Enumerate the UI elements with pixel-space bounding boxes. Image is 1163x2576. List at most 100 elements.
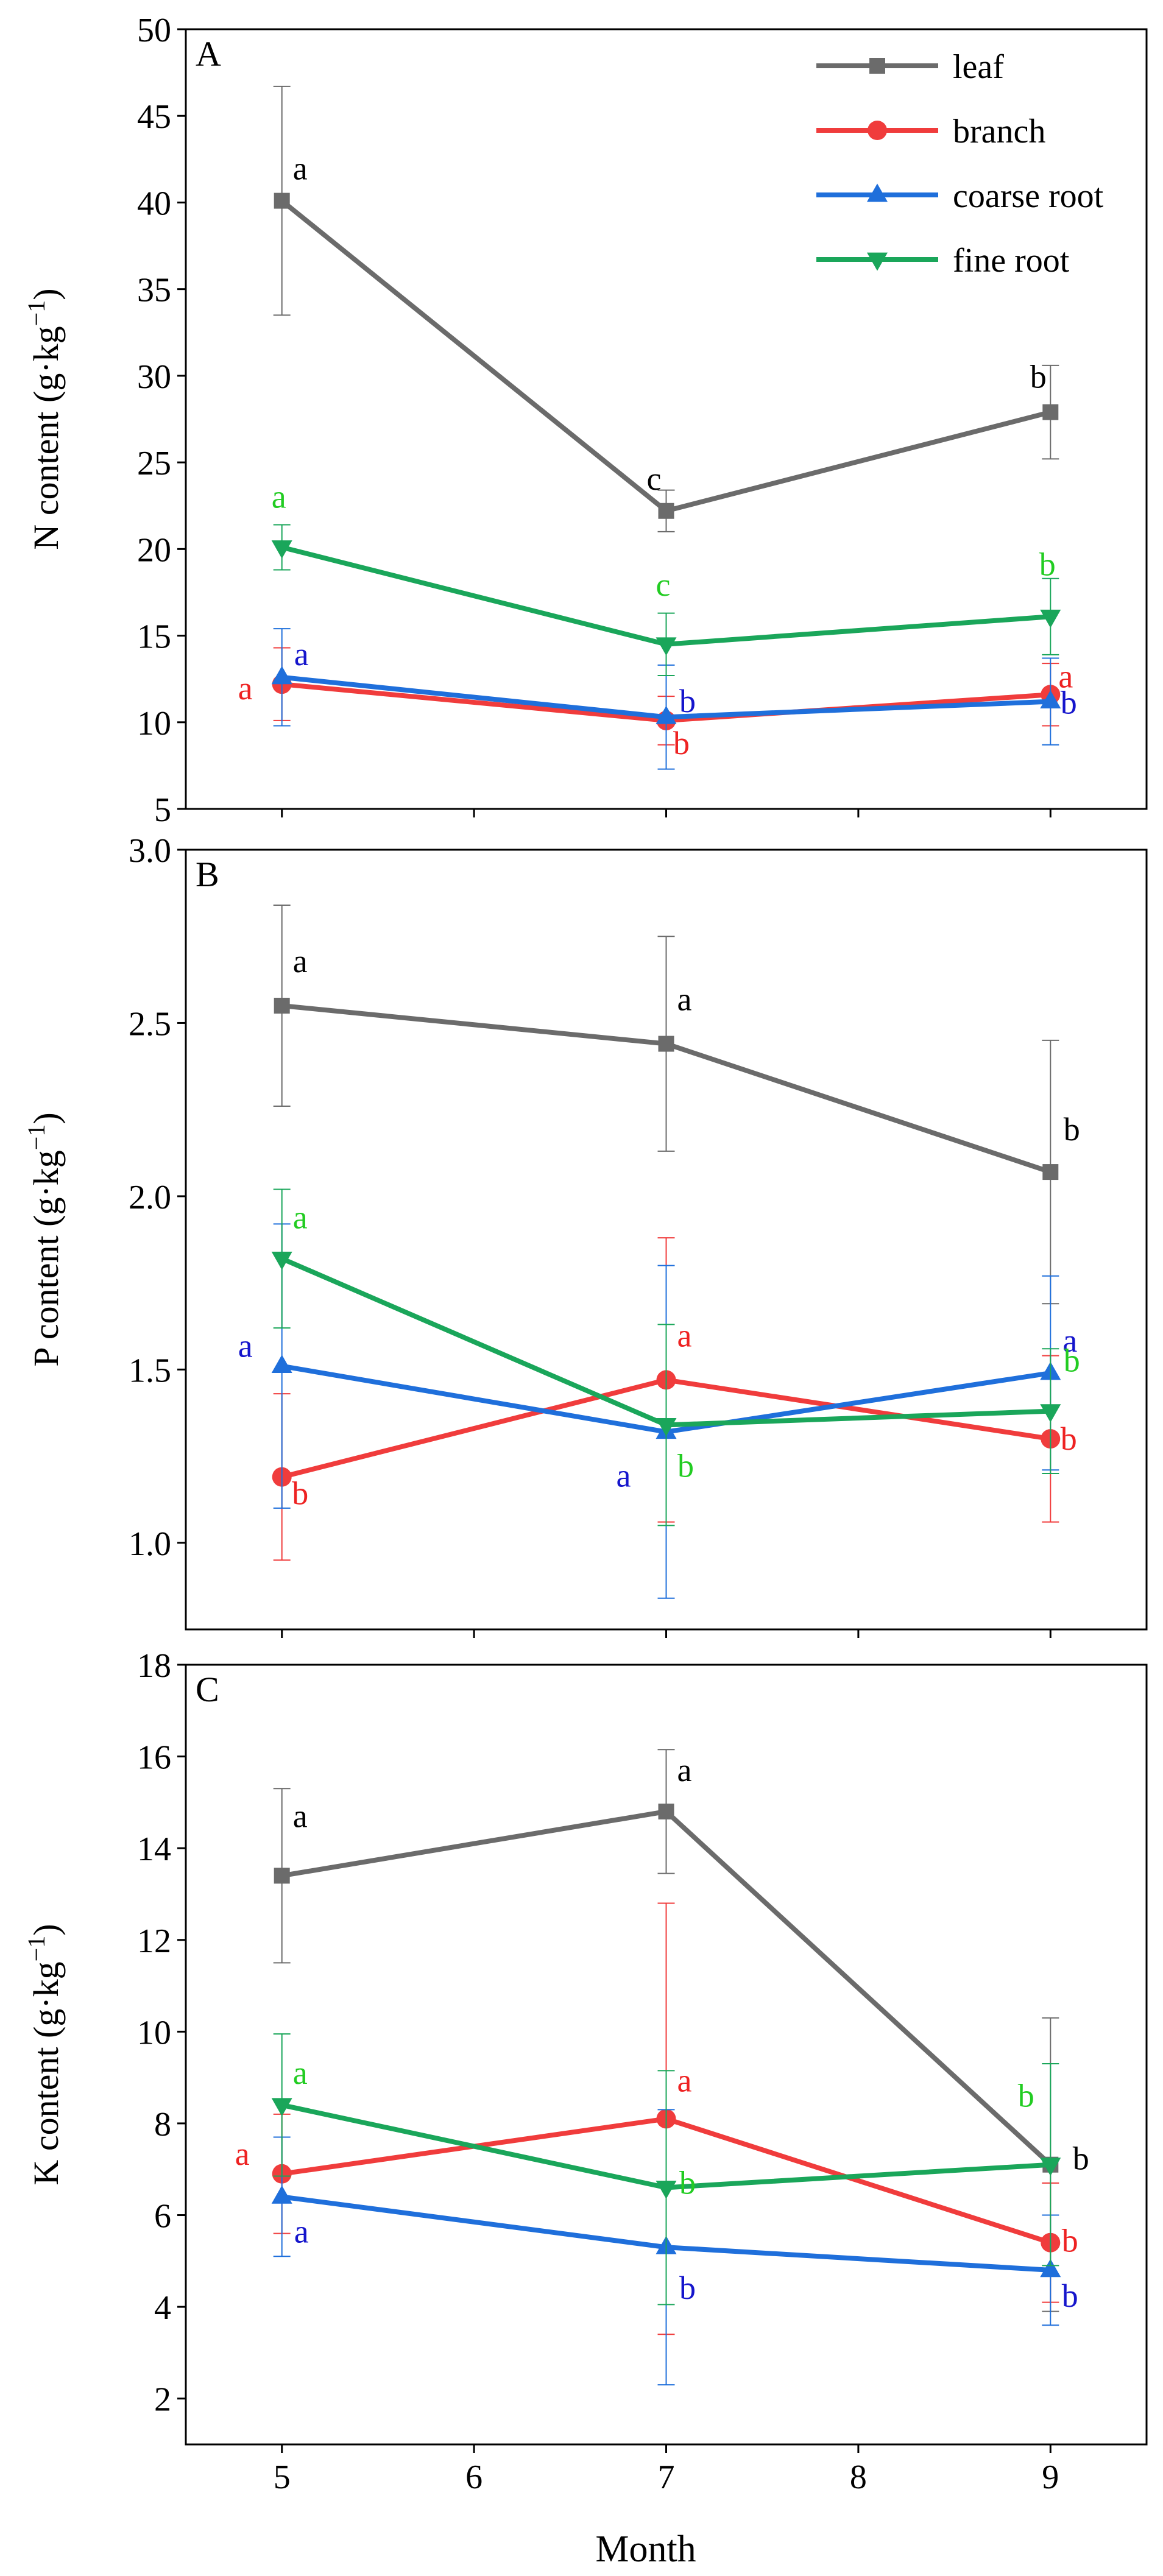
data-point — [658, 1036, 674, 1052]
x-tick-label: 6 — [465, 2458, 483, 2496]
panel-letter: A — [196, 34, 221, 74]
significance-letter: c — [656, 566, 671, 603]
significance-letter: b — [1030, 359, 1047, 395]
data-point — [1040, 690, 1061, 709]
y-tick-label: 6 — [154, 2198, 171, 2235]
y-tick-label: 45 — [137, 98, 171, 136]
data-point — [274, 192, 290, 209]
significance-letter: b — [673, 725, 690, 761]
significance-letter: a — [238, 670, 253, 707]
y-tick-label: 20 — [137, 531, 171, 569]
data-point — [274, 998, 290, 1014]
legend-marker — [868, 121, 887, 140]
series-coarse: ab b — [271, 628, 1077, 770]
legend-entry-branch: branch — [816, 113, 1045, 150]
significance-letter: a — [293, 1798, 308, 1834]
data-point — [1042, 404, 1059, 420]
legend-marker — [869, 58, 885, 74]
significance-letter: a — [238, 1328, 253, 1364]
significance-letter: a — [293, 150, 308, 187]
legend-label: coarse root — [953, 177, 1104, 215]
x-tick-label: 5 — [274, 2458, 291, 2496]
data-point — [271, 666, 292, 685]
data-point — [1042, 1164, 1059, 1180]
series-leaf: a a b — [273, 905, 1080, 1305]
data-point — [271, 1251, 292, 1270]
y-tick-label: 12 — [137, 1922, 171, 1960]
data-point — [271, 2185, 292, 2204]
significance-letter: b — [1064, 1343, 1080, 1379]
data-point — [656, 637, 677, 656]
significance-letter: b — [1061, 685, 1077, 721]
legend: leaf branch coarse root fine root — [816, 48, 1104, 280]
x-tick-label: 8 — [850, 2458, 867, 2496]
y-tick-label: 10 — [137, 2014, 171, 2052]
significance-letter: a — [293, 1199, 308, 1235]
legend-label: branch — [953, 113, 1045, 150]
significance-letter: a — [617, 1458, 631, 1494]
y-tick-label: 50 — [137, 12, 171, 49]
y-tick-label: 16 — [137, 1739, 171, 1777]
data-point — [274, 1868, 290, 1884]
y-tick-label: 2 — [154, 2381, 171, 2419]
significance-letter: a — [1062, 1322, 1077, 1359]
y-tick-label: 8 — [154, 2106, 171, 2144]
significance-letter: b — [1061, 1420, 1077, 1457]
significance-letter: a — [677, 2062, 692, 2098]
y-tick-label: 4 — [154, 2289, 171, 2327]
y-tick-label: 30 — [137, 358, 171, 396]
series-fine: a c b — [271, 478, 1061, 676]
y-axis-label: P content (g·kg−1) — [23, 1112, 66, 1366]
y-tick-label: 35 — [137, 272, 171, 309]
significance-letter: b — [677, 1447, 694, 1484]
data-point — [656, 1417, 677, 1436]
significance-letter: a — [294, 2213, 309, 2250]
panel-B: B1.01.52.02.53.0P content (g·kg−1)aabbab… — [23, 832, 1148, 1638]
y-tick-label: 25 — [137, 445, 171, 482]
significance-letter: a — [293, 2055, 308, 2091]
y-tick-label: 2.5 — [129, 1005, 171, 1043]
panel-A: A 5 10 15 20 25 30 35 40 45 50 N content (g·kg−1) a c… — [23, 12, 1148, 829]
data-point — [1040, 2158, 1061, 2176]
legend-marker — [867, 183, 888, 202]
significance-letter: a — [235, 2136, 250, 2172]
legend-entry-coarse: coarse root — [816, 177, 1104, 215]
significance-letter: b — [1018, 2078, 1034, 2114]
significance-letter: b — [1073, 2140, 1089, 2177]
y-axis-label: N content (g·kg−1) — [23, 288, 66, 549]
y-tick-label: 1.0 — [129, 1525, 171, 1563]
significance-letter: a — [677, 1317, 692, 1353]
data-point — [656, 2180, 677, 2199]
data-point — [271, 540, 292, 559]
significance-letter: b — [679, 2164, 696, 2201]
data-point — [658, 503, 674, 519]
significance-letter: b — [1062, 2278, 1078, 2314]
data-point — [658, 1803, 674, 1819]
data-point — [271, 2098, 292, 2117]
panel-letter: C — [196, 1670, 219, 1709]
data-point — [1040, 1404, 1061, 1423]
y-tick-label: 10 — [137, 705, 171, 743]
y-tick-label: 15 — [137, 618, 171, 656]
significance-letter: a — [272, 478, 286, 515]
series-leaf: a c b — [273, 85, 1059, 532]
series-fine: abb — [271, 1188, 1080, 1526]
x-tick-label: 7 — [658, 2458, 675, 2496]
series-fine: a b b — [271, 2033, 1061, 2306]
significance-letter: a — [677, 1752, 692, 1788]
y-tick-label: 2.0 — [129, 1179, 171, 1216]
data-point — [656, 705, 677, 724]
x-tick-label: 9 — [1042, 2458, 1059, 2496]
y-tick-label: 18 — [137, 1647, 171, 1685]
panel-letter: B — [196, 855, 219, 894]
significance-letter: b — [679, 2270, 696, 2306]
y-axis-label: K content (g·kg−1) — [23, 1924, 66, 2185]
significance-letter: a — [677, 981, 692, 1018]
y-tick-label: 1.5 — [129, 1352, 171, 1389]
legend-entry-fine: fine root — [816, 242, 1070, 280]
significance-letter: b — [679, 683, 696, 719]
significance-letter: c — [647, 461, 662, 497]
